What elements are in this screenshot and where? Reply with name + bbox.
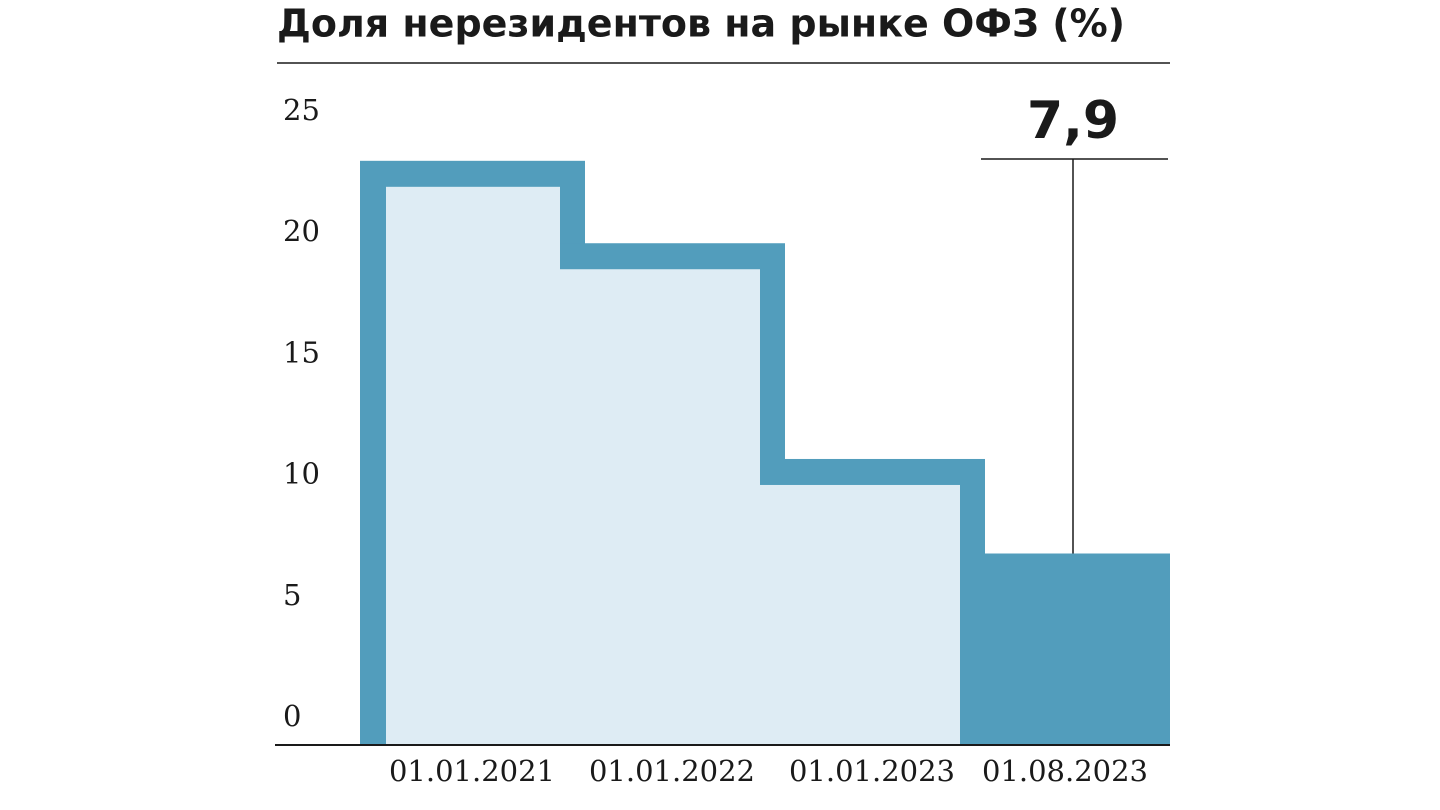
y-tick-label: 25 [283, 93, 320, 127]
bar-fill [560, 269, 760, 745]
x-tick-label: 01.01.2021 [389, 754, 555, 788]
y-tick-label: 10 [283, 457, 320, 491]
x-tick-label: 01.08.2023 [982, 754, 1148, 788]
bar [960, 553, 1170, 745]
y-tick-label: 15 [283, 335, 320, 369]
chart-title: Доля нерезидентов на рынке ОФЗ (%) [277, 2, 1125, 46]
x-tick-label: 01.01.2023 [789, 754, 955, 788]
y-tick-label: 5 [283, 578, 301, 612]
bar-fill [386, 186, 560, 746]
y-tick-label: 20 [283, 214, 320, 248]
x-tick-label: 01.01.2022 [589, 754, 755, 788]
y-tick-label: 0 [283, 699, 301, 733]
bar-fill [760, 484, 960, 745]
value-label: 7,9 [1027, 91, 1119, 151]
